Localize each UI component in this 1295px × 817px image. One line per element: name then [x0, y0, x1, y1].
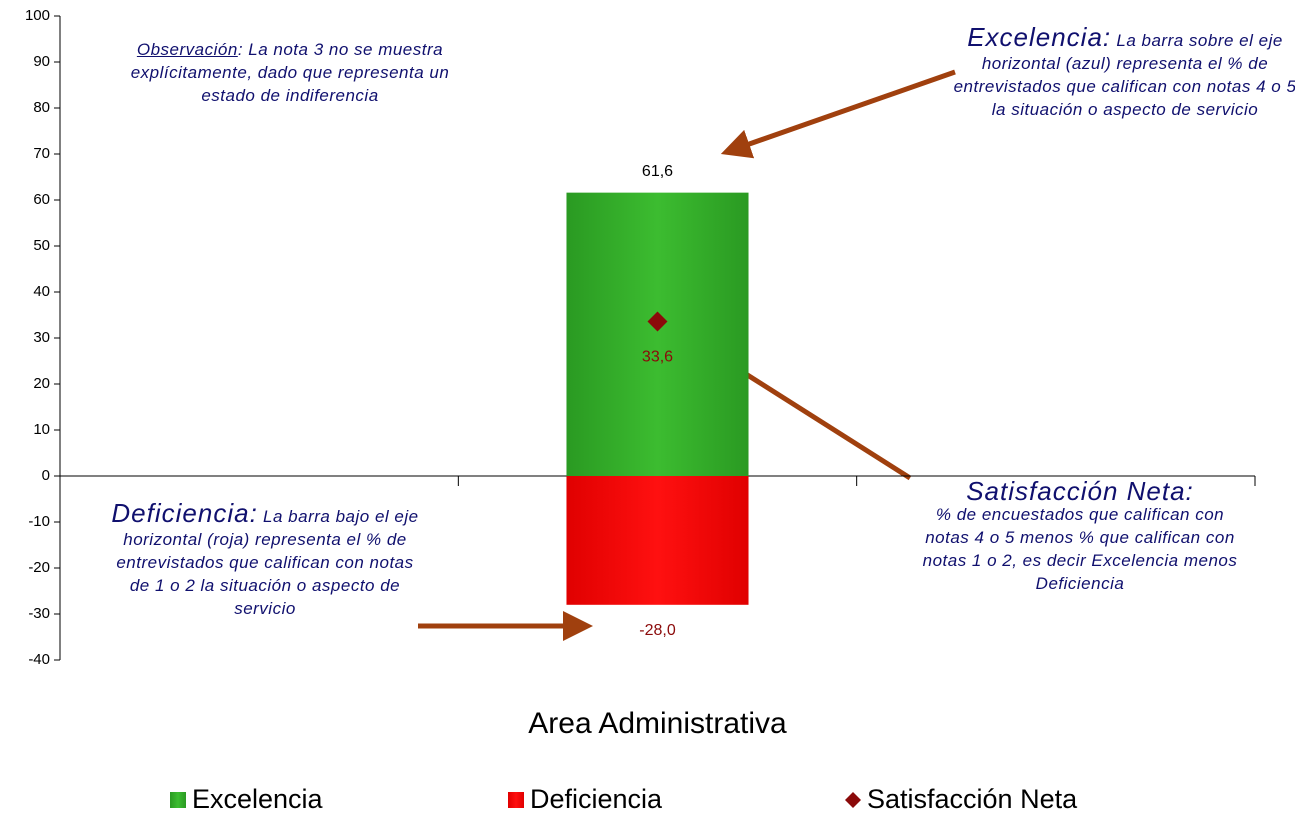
- note-heading: Satisfacción Neta:: [966, 476, 1194, 506]
- y-tick-label: 90: [33, 53, 50, 70]
- note-observacion: Observación: La nota 3 no se muestra exp…: [120, 38, 460, 107]
- note-heading: Deficiencia:: [111, 498, 258, 528]
- y-tick-label: -20: [28, 559, 50, 576]
- bar: [566, 192, 749, 476]
- note-excelencia: Excelencia: La barra sobre el eje horizo…: [950, 24, 1295, 121]
- y-tick-label: 30: [33, 329, 50, 346]
- note-text: La barra bajo el eje horizontal (roja) r…: [116, 507, 419, 618]
- note-text: % de encuestados que califican con notas…: [922, 505, 1238, 593]
- y-tick-label: 40: [33, 283, 50, 300]
- x-tick-label: Area Administrativa: [528, 707, 787, 740]
- y-tick-label: -40: [28, 651, 50, 668]
- note-deficiencia: Deficiencia: La barra bajo el eje horizo…: [105, 500, 425, 620]
- y-tick-label: 10: [33, 421, 50, 438]
- y-tick-label: -30: [28, 605, 50, 622]
- legend-label: Satisfacción Neta: [867, 784, 1078, 814]
- arrow: [720, 69, 956, 159]
- legend-marker: [508, 792, 524, 808]
- y-tick-label: 0: [42, 467, 50, 484]
- note-heading: Observación: [136, 40, 238, 59]
- note-heading: Excelencia:: [967, 22, 1112, 52]
- marker: [647, 311, 668, 332]
- legend-label: Deficiencia: [530, 784, 663, 814]
- legend-marker: [170, 792, 186, 808]
- bar: [566, 476, 749, 605]
- value-label: 61,6: [642, 163, 673, 180]
- value-label: 33,6: [642, 349, 673, 366]
- legend-marker: [845, 792, 861, 808]
- note-text: : La nota 3 no se muestra explícitamente…: [130, 40, 450, 105]
- y-tick-label: 100: [25, 7, 50, 24]
- note-text: La barra sobre el eje horizontal (azul) …: [953, 31, 1295, 119]
- y-tick-label: -10: [28, 513, 50, 530]
- y-tick-label: 60: [33, 191, 50, 208]
- value-label: -28,0: [639, 622, 676, 639]
- y-tick-label: 20: [33, 375, 50, 392]
- legend-label: Excelencia: [192, 784, 324, 814]
- y-tick-label: 80: [33, 99, 50, 116]
- y-tick-label: 50: [33, 237, 50, 254]
- y-tick-label: 70: [33, 145, 50, 162]
- note-satisfaccion: Satisfacción Neta:% de encuestados que c…: [915, 476, 1245, 595]
